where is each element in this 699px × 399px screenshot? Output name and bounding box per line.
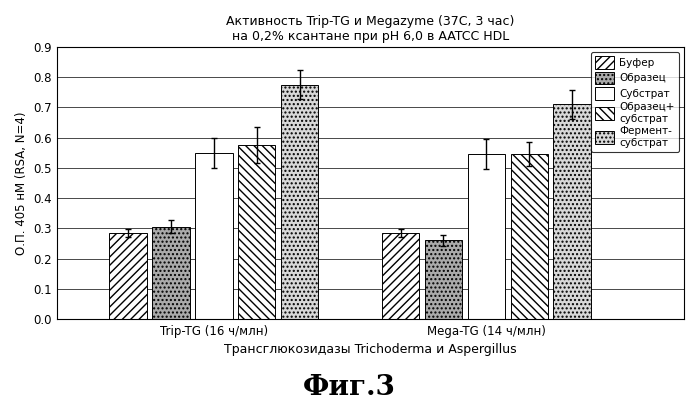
Bar [382,233,419,319]
Legend: Буфер, Образец, Субстрат, Образец+
субстрат, Фермент-
субстрат: Буфер, Образец, Субстрат, Образец+ субст… [591,52,679,152]
Y-axis label: О.П. 405 нМ (RSA, N=4): О.П. 405 нМ (RSA, N=4) [15,111,28,255]
Bar [152,227,189,319]
Bar [109,233,147,319]
Text: Фиг.3: Фиг.3 [303,374,396,399]
Bar [554,105,591,319]
Bar [281,85,318,319]
Bar [238,145,275,319]
Bar [195,153,233,319]
Bar [468,154,505,319]
Bar [425,240,462,319]
Bar [510,154,548,319]
Title: Активность Trip-TG и Megazyme (37С, 3 час)
на 0,2% ксантане при рН 6,0 в AATCC H: Активность Trip-TG и Megazyme (37С, 3 ча… [226,15,514,43]
X-axis label: Трансглюкозидазы Trichoderma и Aspergillus: Трансглюкозидазы Trichoderma и Aspergill… [224,343,517,356]
